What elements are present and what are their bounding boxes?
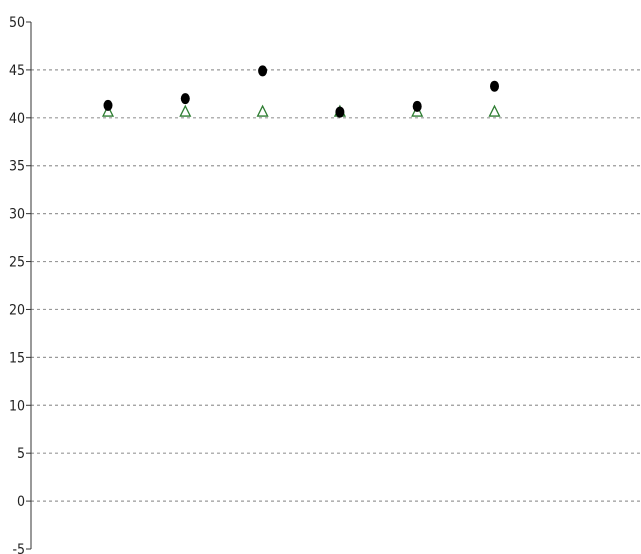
triangle-point-6: [488, 104, 501, 117]
y-tick-label-10: 10: [9, 398, 25, 414]
y-tick-label-20: 20: [9, 302, 25, 318]
y-tick-label-50: 50: [9, 15, 25, 31]
circle-point-4: [335, 106, 345, 118]
y-tick-label-30: 30: [9, 207, 25, 223]
circle-point-2: [180, 93, 190, 105]
y-tick-label-45: 45: [9, 63, 25, 79]
y-tick-labels: -5 0 5 10 15 20 25 30 35 40 45 50: [9, 15, 25, 554]
circle-point-3: [258, 65, 268, 77]
y-axis: [26, 21, 32, 550]
y-tick-label-40: 40: [9, 111, 25, 127]
gridlines: [31, 69, 641, 502]
y-tick-label-25: 25: [9, 255, 25, 271]
triangle-point-5: [411, 104, 424, 117]
y-tick-label--5: -5: [12, 542, 25, 554]
triangle-point-3: [256, 104, 269, 117]
y-tick-label-35: 35: [9, 159, 25, 175]
y-tick-label-0: 0: [17, 494, 25, 510]
triangle-point-2: [179, 104, 192, 117]
circle-point-1: [103, 99, 113, 111]
triangle-point-1: [101, 104, 115, 117]
y-tick-label-5: 5: [17, 446, 25, 462]
circle-point-5: [412, 100, 422, 112]
data-points: [101, 65, 501, 118]
y-tick-label-15: 15: [9, 350, 25, 366]
circle-point-6: [490, 80, 499, 92]
